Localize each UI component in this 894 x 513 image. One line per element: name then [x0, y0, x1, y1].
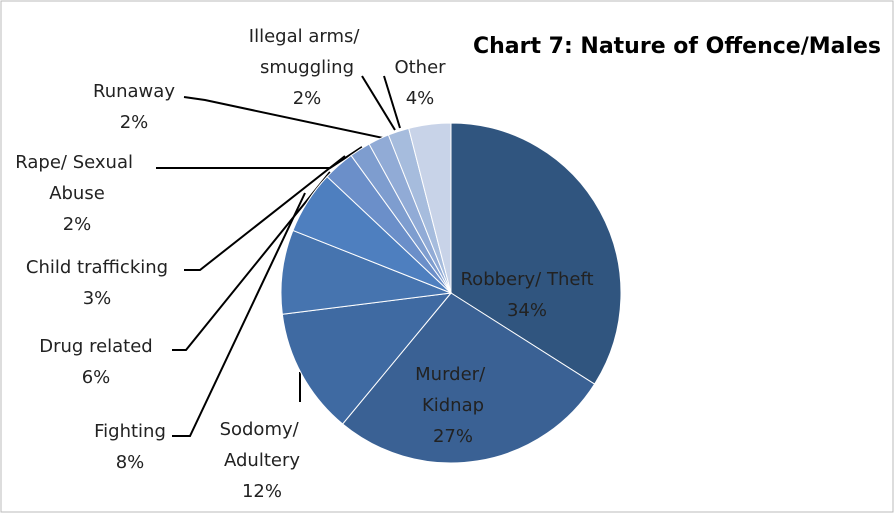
pie-slice — [341, 292, 596, 464]
slice-value-label: 27% — [433, 426, 473, 447]
slice-value-label: 6% — [82, 367, 111, 388]
slice-label: Fighting — [94, 421, 166, 442]
slice-value-label: 12% — [242, 481, 282, 502]
slice-value-label: 8% — [116, 452, 145, 473]
leader-lines — [156, 75, 401, 437]
pie-slice — [450, 122, 622, 385]
slice-label: Other — [394, 57, 446, 78]
slice-value-label: 34% — [507, 300, 547, 321]
slice-value-label: 2% — [120, 112, 149, 133]
chart-title: Chart 7: Nature of Offence/Males — [473, 34, 881, 59]
slice-value-label: 3% — [83, 288, 112, 309]
slice-label: Rape/ Sexual Abuse — [15, 152, 138, 204]
slice-label: Child trafficking — [26, 257, 168, 278]
slice-label: Illegal arms/ smuggling — [249, 26, 365, 78]
slice-label: Murder/ Kidnap — [415, 364, 491, 416]
slice-label: Robbery/ Theft — [460, 269, 593, 290]
slice-label: Sodomy/ Adultery — [220, 419, 305, 471]
pie-slice — [281, 292, 453, 425]
slice-value-label: 4% — [406, 88, 435, 109]
slice-label: Runaway — [93, 81, 175, 102]
pie-slice — [408, 122, 452, 294]
slice-label: Drug related — [39, 336, 152, 357]
slice-value-label: 2% — [63, 214, 92, 235]
slice-value-label: 2% — [293, 88, 322, 109]
